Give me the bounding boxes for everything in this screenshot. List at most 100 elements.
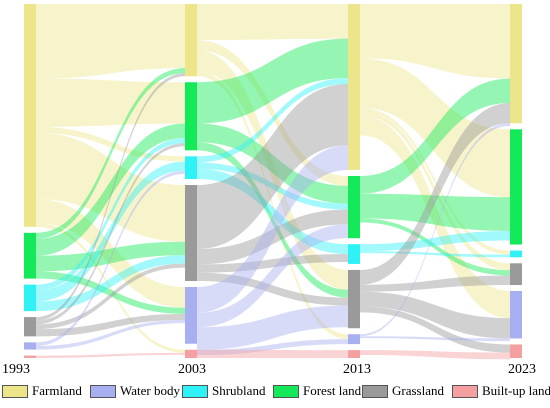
node-1993-built-up-land xyxy=(24,355,36,358)
legend-label-farmland: Farmland xyxy=(32,383,82,398)
flow-2013-forest-land-to-farmland xyxy=(360,78,510,194)
legend-swatch-forest-land xyxy=(273,385,299,398)
flow-1993-grassland-to-grassland xyxy=(36,263,185,330)
flow-1993-built-up-land-to-built-up-land xyxy=(36,352,185,358)
node-1993-forest-land xyxy=(24,232,36,279)
year-label-2023: 2023 xyxy=(508,362,536,377)
land-use-sankey-diagram xyxy=(24,4,522,360)
flow-2013-grassland-to-grassland xyxy=(360,275,510,292)
legend-swatch-shrubland xyxy=(182,385,208,398)
node-2023-shrubland xyxy=(510,250,522,258)
flow-1993-forest-land-to-forest-land xyxy=(36,123,185,256)
legend-label-forest-land: Forest land xyxy=(303,383,362,398)
flow-1993-farmland-to-shrubland xyxy=(36,126,185,162)
flow-2003-shrubland-to-shrubland xyxy=(197,168,348,255)
flow-2013-forest-land-to-forest-land xyxy=(360,193,510,231)
node-1993-farmland xyxy=(24,4,36,227)
flow-1993-farmland-to-water-body xyxy=(36,199,185,308)
legend-swatch-farmland xyxy=(2,385,28,398)
flow-2013-grassland-to-farmland xyxy=(360,102,510,285)
flow-1993-grassland-to-water-body xyxy=(36,313,185,337)
flow-2013-farmland-to-forest-land xyxy=(360,58,510,198)
flow-2003-shrubland-to-forest-land xyxy=(197,162,348,210)
flow-1993-farmland-to-farmland xyxy=(36,4,185,79)
flow-2003-forest-land-to-grassland xyxy=(197,142,348,298)
flow-2003-built-up-land-to-built-up-land xyxy=(197,349,348,358)
flow-2003-farmland-to-grassland xyxy=(197,50,348,290)
flow-1993-forest-land-to-grassland xyxy=(36,241,185,272)
flow-1993-grassland-to-farmland xyxy=(36,73,185,321)
legend-label-water-body: Water body xyxy=(120,383,180,398)
legend-label-built-up-land: Built-up land xyxy=(482,383,550,398)
node-2003-built-up-land xyxy=(185,349,197,358)
legend: Farmland Water body Shrubland Forest lan… xyxy=(0,381,550,405)
flow-2013-farmland-to-grassland xyxy=(360,110,510,271)
node-1993-shrubland xyxy=(24,284,36,312)
flow-2013-shrubland-to-forest-land xyxy=(360,230,510,252)
flow-2003-farmland-to-water-body xyxy=(197,71,348,340)
node-1993-grassland xyxy=(24,317,36,337)
flow-2013-grassland-to-built-up-land xyxy=(360,306,510,353)
flow-1993-shrubland-to-forest-land xyxy=(36,137,185,291)
flow-2003-forest-land-to-farmland xyxy=(197,38,348,124)
flow-1993-shrubland-to-grassland xyxy=(36,255,185,312)
flow-2003-water-body-to-forest-land xyxy=(197,224,348,328)
node-2003-forest-land xyxy=(185,82,197,151)
legend-label-shrubland: Shrubland xyxy=(212,383,266,398)
node-1993-water-body xyxy=(24,342,36,350)
flow-1993-forest-land-to-farmland xyxy=(36,67,185,239)
flow-1993-farmland-to-forest-land xyxy=(36,78,185,127)
flow-2013-forest-land-to-grassland xyxy=(360,218,510,276)
legend-swatch-water-body xyxy=(90,385,116,398)
flow-2003-water-body-to-water-body xyxy=(197,339,348,356)
flow-2003-grassland-to-shrubland xyxy=(197,254,348,273)
flow-2003-farmland-to-farmland xyxy=(197,4,348,41)
flow-2003-water-body-to-grassland xyxy=(197,305,348,350)
flow-2003-shrubland-to-farmland xyxy=(197,78,348,163)
legend-label-grassland: Grassland xyxy=(392,383,444,398)
year-label-2013: 2013 xyxy=(343,362,371,377)
node-2003-farmland xyxy=(185,4,197,77)
flow-1993-farmland-to-grassland xyxy=(36,132,185,242)
flow-1993-grassland-to-forest-land xyxy=(36,143,185,325)
flow-2013-water-body-to-water-body xyxy=(360,336,510,342)
flow-2013-farmland-to-water-body xyxy=(360,115,510,319)
node-2013-forest-land xyxy=(348,175,360,239)
flow-2003-forest-land-to-forest-land xyxy=(197,123,348,204)
node-2003-water-body xyxy=(185,286,197,344)
flow-2003-grassland-to-farmland xyxy=(197,84,348,250)
flow-2013-shrubland-to-shrubland xyxy=(360,251,510,258)
node-2023-grassland xyxy=(510,263,522,285)
flow-1993-farmland-to-built-up-land xyxy=(36,223,185,353)
flow-2013-grassland-to-water-body xyxy=(360,291,510,339)
flow-2013-built-up-land-to-built-up-land xyxy=(360,350,510,360)
node-2023-farmland xyxy=(510,4,522,124)
stage-nodes xyxy=(24,4,522,358)
flow-2003-farmland-to-forest-land xyxy=(197,40,348,186)
flow-1993-water-body-to-water-body xyxy=(36,320,185,350)
node-2003-shrubland xyxy=(185,156,197,180)
node-2013-water-body xyxy=(348,334,360,345)
flow-2003-grassland-to-grassland xyxy=(197,272,348,306)
node-2013-shrubland xyxy=(348,244,360,264)
node-2013-farmland xyxy=(348,4,360,170)
node-2013-grassland xyxy=(348,269,360,329)
flow-2003-grassland-to-forest-land xyxy=(197,209,348,265)
legend-swatch-grassland xyxy=(362,385,388,398)
year-label-2003: 2003 xyxy=(178,362,206,377)
flow-2003-water-body-to-farmland xyxy=(197,145,348,313)
flow-1993-shrubland-to-shrubland xyxy=(36,161,185,302)
flow-links xyxy=(36,4,510,360)
node-2013-built-up-land xyxy=(348,350,360,358)
flow-2013-water-body-to-farmland xyxy=(360,123,510,337)
flow-1993-water-body-to-shrubland xyxy=(36,170,185,346)
flow-1993-forest-land-to-water-body xyxy=(36,271,185,314)
flow-2013-farmland-to-farmland xyxy=(360,4,510,79)
flow-2013-farmland-to-shrubland xyxy=(360,107,510,255)
legend-swatch-built-up-land xyxy=(452,385,478,398)
node-2023-built-up-land xyxy=(510,344,522,358)
node-2023-water-body xyxy=(510,290,522,339)
node-2003-grassland xyxy=(185,185,197,281)
year-label-1993: 1993 xyxy=(2,362,30,377)
node-2023-forest-land xyxy=(510,129,522,245)
